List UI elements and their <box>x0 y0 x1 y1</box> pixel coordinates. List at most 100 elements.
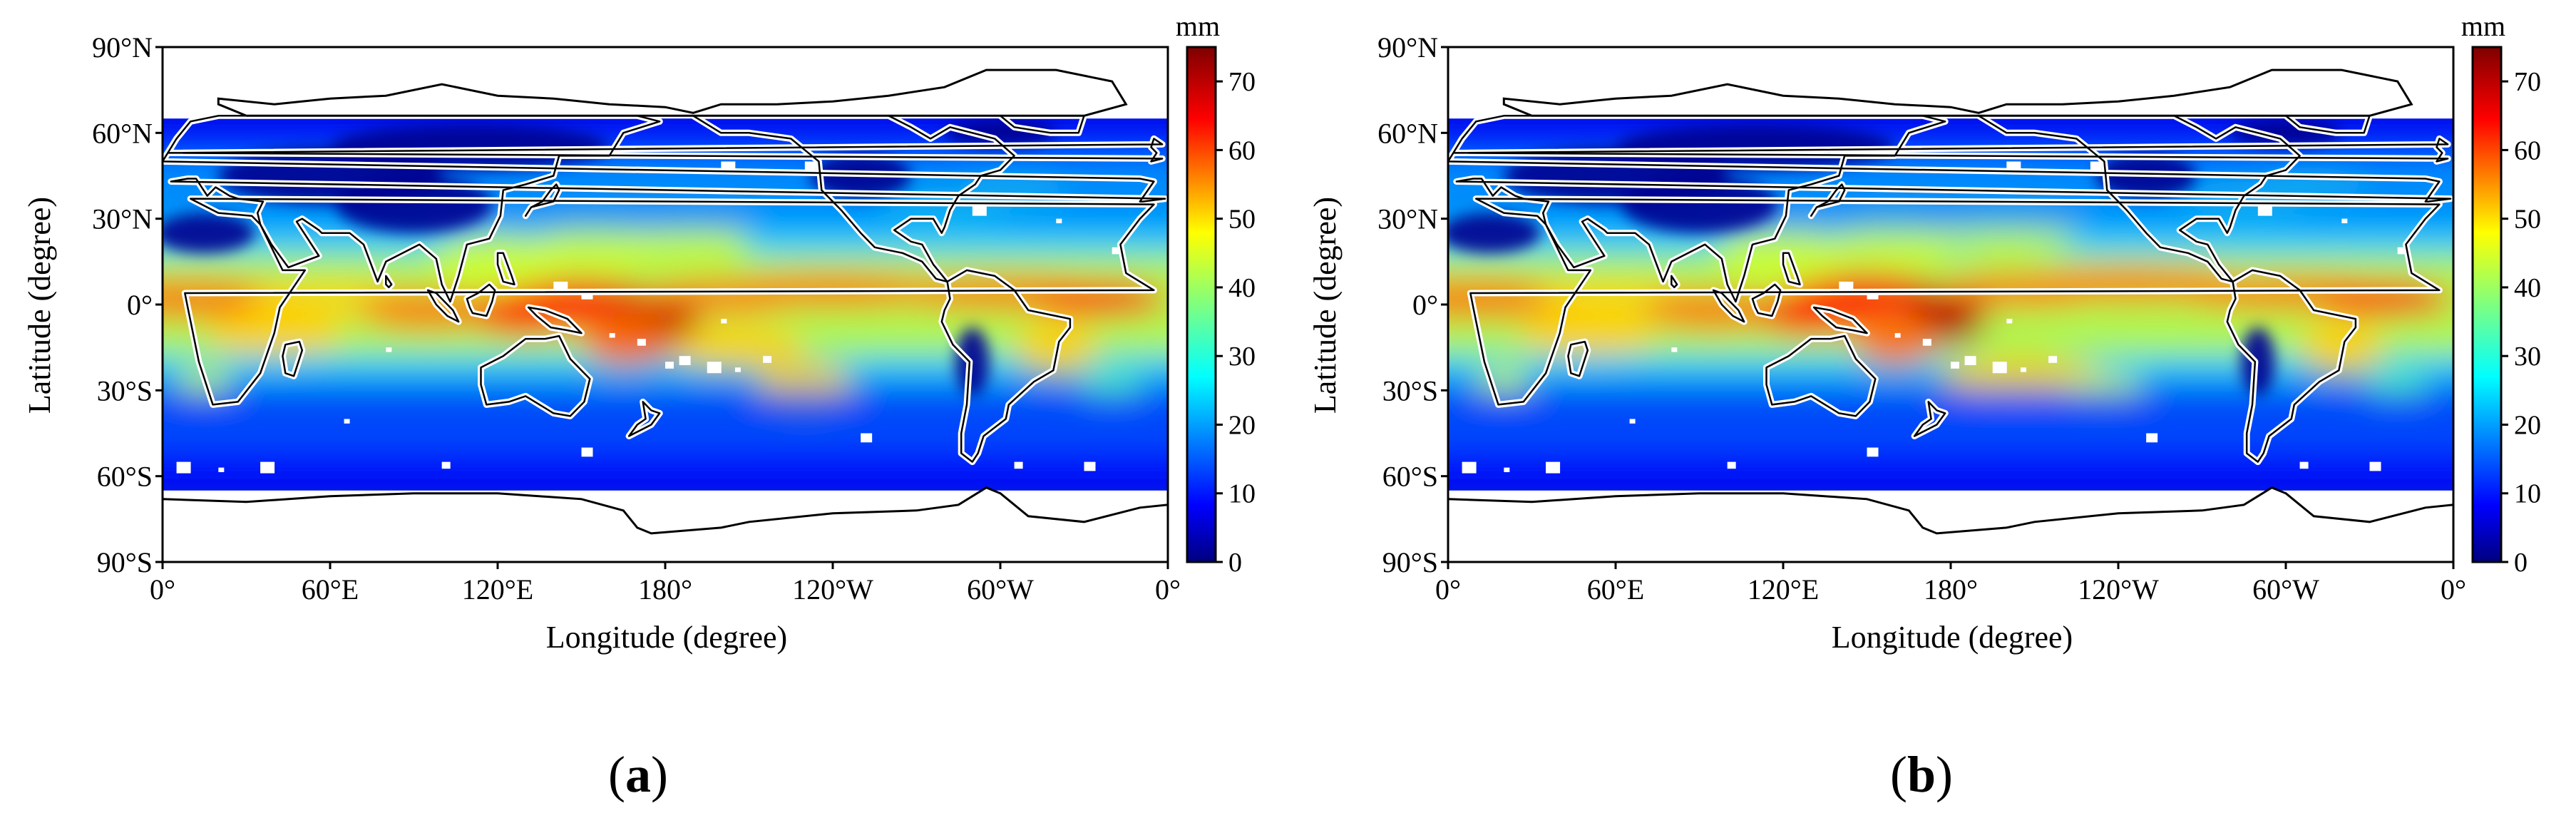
arctic-outline <box>217 68 1128 117</box>
colorbar-tick-label: 20 <box>2514 410 2541 440</box>
field-band <box>163 390 1168 459</box>
missing-cell <box>1992 362 2007 374</box>
x-tick-label: 0° <box>1435 573 1461 605</box>
precipitable-water-map-b <box>1444 46 2455 563</box>
dry-region <box>2229 118 2342 148</box>
dry-region <box>163 213 255 253</box>
missing-cell <box>344 419 350 424</box>
missing-cell <box>441 461 451 469</box>
colorbar-gradient-b <box>2471 46 2503 563</box>
y-tick-label: 60°N <box>92 117 153 149</box>
x-tick-label: 60°W <box>2252 573 2319 605</box>
dry-region <box>944 118 1057 148</box>
coastline-outline-philippines <box>1782 252 1801 286</box>
dry-region <box>1448 213 1541 253</box>
y-tick-label: 0° <box>1412 289 1438 321</box>
coastline-outline-africa <box>184 198 1155 406</box>
field-band <box>1448 390 2453 459</box>
missing-cell <box>2257 204 2272 216</box>
panel-caption-b: (b) <box>1890 746 1953 803</box>
x-tick-label: 0° <box>150 573 175 605</box>
missing-cell <box>1951 362 1959 369</box>
missing-cell <box>2341 218 2348 224</box>
coastline-outline-britain <box>1452 138 2449 163</box>
missing-cell <box>1964 356 1976 365</box>
missing-cell <box>1014 461 1023 469</box>
field-blob <box>358 290 498 331</box>
colorbar-unit-a: mm <box>1176 10 1220 42</box>
coastline-outline-southAmerica <box>2226 269 2357 463</box>
coastlines <box>1444 112 2454 466</box>
x-tick-label: 120°W <box>2078 573 2159 605</box>
coastline-outline-borneo <box>1751 283 1782 317</box>
arctic-outline <box>1502 68 2413 117</box>
missing-cell <box>609 333 615 338</box>
y-tick-label: 60°S <box>1382 461 1438 493</box>
coastline-outline-madagascar <box>1567 340 1589 377</box>
y-tick-label: 90°N <box>1377 31 1438 63</box>
coastline-outline-northAmerica <box>692 115 1015 283</box>
x-tick-label: 60°W <box>967 573 1034 605</box>
colorbar-tick-label: 60 <box>2514 136 2541 165</box>
field-blob <box>1936 356 2105 397</box>
x-tick-label: 120°E <box>1748 573 1819 605</box>
missing-cell <box>679 356 691 365</box>
coastline-outline-japan <box>1810 183 1846 217</box>
missing-cell <box>804 161 816 171</box>
missing-data <box>176 161 1121 474</box>
y-tick-label: 60°S <box>97 461 153 493</box>
axes-b: 0° 60°E 120°E 180° 120°W 60°W 0° 90°N 60°N 30°N 0°… <box>1377 31 2466 605</box>
panel-caption-a: (a) <box>608 746 668 803</box>
missing-cell <box>1867 447 1879 457</box>
x-tick-label: 120°E <box>462 573 533 605</box>
field-blob <box>469 290 582 337</box>
colorbar-gradient-a <box>1186 46 1217 563</box>
y-tick-label: 30°N <box>1377 203 1438 235</box>
field-band <box>1448 450 2453 491</box>
missing-cell <box>2299 461 2309 469</box>
field-band <box>163 450 1168 491</box>
missing-cell <box>1462 461 1477 474</box>
panel-b: 0 10 20 30 40 50 60 70 mm 0° 60°E 120°E 180° 120°W 6… <box>1308 10 2541 803</box>
field-blob <box>1755 290 1867 337</box>
x-axis-title-a: Longitude (degree) <box>546 620 787 655</box>
y-tick-label: 30°N <box>92 203 153 235</box>
missing-cell <box>1671 347 1678 352</box>
y-tick-label: 90°N <box>92 31 153 63</box>
coastline-outline-britain <box>167 138 1164 163</box>
coastline-outline-sumatra <box>426 289 460 323</box>
colorbar-tick-label: 10 <box>2514 479 2541 509</box>
missing-cell <box>2006 319 2013 324</box>
missing-cell <box>1922 339 1931 346</box>
coastline-outline-africa <box>1469 198 2441 406</box>
coastline-outline-newGuinea <box>527 306 583 334</box>
coastline-outline-southAmerica <box>940 269 1072 463</box>
colorbar-tick-label: 60 <box>1228 136 1256 165</box>
colorbar-a: 0 10 20 30 40 50 60 70 mm <box>1176 10 1256 578</box>
x-tick-label: 180° <box>1924 573 1978 605</box>
field-blob <box>637 221 749 262</box>
missing-cell <box>386 347 392 352</box>
y-tick-label: 90°S <box>1382 546 1438 578</box>
x-tick-label: 0° <box>1155 573 1181 605</box>
field-blob <box>581 310 665 368</box>
colorbar-tick-label: 40 <box>2514 273 2541 303</box>
missing-cell <box>218 467 225 473</box>
colorbar-tick-label: 0 <box>2514 548 2528 578</box>
precipitable-water-map-a <box>159 46 1169 563</box>
missing-cell <box>665 362 674 369</box>
y-axis-title-a: Latitude (degree) <box>22 197 57 414</box>
missing-cell <box>1084 461 1096 471</box>
colorbar-tick-label: 30 <box>1228 342 1256 372</box>
coastline-outline-japan <box>524 183 560 217</box>
x-tick-label: 60°E <box>302 573 359 605</box>
missing-cell <box>763 356 772 363</box>
missing-cell <box>260 461 275 474</box>
coastline-outline-northAmerica <box>1977 115 2301 283</box>
coastline-outline-philippines <box>496 252 515 286</box>
coastline-outline-borneo <box>466 283 496 317</box>
antarctica-outline <box>1447 486 2455 563</box>
y-tick-label: 90°S <box>97 546 153 578</box>
colorbar-tick-label: 70 <box>1228 67 1256 97</box>
y-tick-label: 30°S <box>1382 374 1438 407</box>
